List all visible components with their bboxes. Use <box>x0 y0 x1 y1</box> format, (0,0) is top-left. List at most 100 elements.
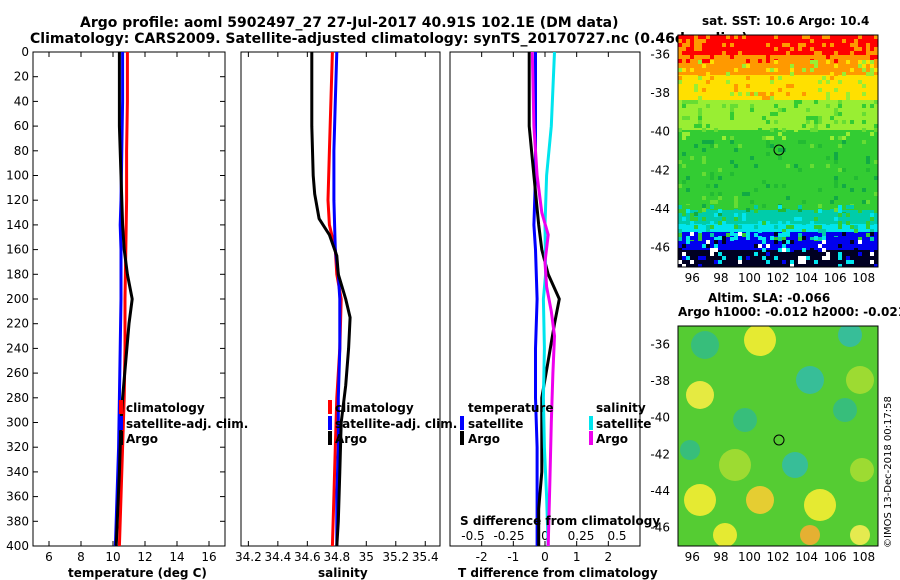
sst-pixel <box>858 237 862 241</box>
legend-label-temp-argo: Argo <box>468 432 500 446</box>
xtick-label: -1 <box>507 550 519 564</box>
sst-pixel <box>774 188 778 192</box>
sst-pixel <box>734 260 738 264</box>
sst-pixel <box>834 72 838 76</box>
sst-pixel <box>850 225 854 229</box>
sst-pixel <box>866 60 870 64</box>
sst-pixel <box>686 213 690 217</box>
legend-swatch-temp-satellite <box>460 416 464 430</box>
sst-pixel <box>734 35 738 39</box>
xtick-label: 10 <box>105 550 120 564</box>
sst-pixel <box>706 72 710 76</box>
sst-pixel <box>698 104 702 108</box>
sst-pixel <box>706 244 710 248</box>
sst-pixel <box>770 64 774 68</box>
legend-label-climatology: climatology <box>126 401 205 415</box>
sst-pixel <box>678 184 682 188</box>
sst-pixel <box>782 208 786 212</box>
sst-pixel <box>678 43 682 47</box>
title-line1: Argo profile: aoml 5902497_27 27-Jul-201… <box>80 15 619 31</box>
sst-pixel <box>870 60 874 64</box>
sst-pixel <box>802 35 806 39</box>
sst-pixel <box>762 92 766 96</box>
xtick-label: 35 <box>359 550 374 564</box>
sst-pixel <box>698 96 702 100</box>
sst-pixel <box>838 221 842 225</box>
sst-pixel <box>746 35 750 39</box>
sst-pixel <box>854 176 858 180</box>
sst-pixel <box>782 264 786 267</box>
sst-pixel <box>746 208 750 212</box>
sst-pixel <box>734 88 738 92</box>
xtick-label: 35.2 <box>382 550 409 564</box>
sst-pixel <box>758 260 762 264</box>
sla-blob <box>713 523 737 546</box>
sst-pixel <box>826 236 830 240</box>
sst-pixel <box>786 92 790 96</box>
sst-pixel <box>794 43 798 47</box>
sst-pixel <box>702 208 706 212</box>
sst-pixel <box>854 248 858 252</box>
sst-pixel <box>706 59 710 63</box>
sst-pixel <box>842 39 846 43</box>
sst-map <box>678 35 878 267</box>
sst-pixel <box>714 240 718 244</box>
sst-pixel <box>702 92 706 96</box>
sst-pixel <box>682 47 686 51</box>
sst-pixel <box>754 92 758 96</box>
sst-pixel <box>774 68 778 72</box>
sst-pixel <box>770 96 774 100</box>
sst-pixel <box>810 237 814 241</box>
sst-pixel <box>838 252 842 256</box>
sst-pixel <box>758 51 762 55</box>
sst-pixel <box>834 112 838 116</box>
sst-pixel <box>746 80 750 84</box>
sst-pixel <box>814 51 818 55</box>
temperature-plot-frame <box>32 51 226 547</box>
sst-pixel <box>678 59 682 63</box>
sst-pixel <box>822 248 826 252</box>
sst-pixel <box>786 229 790 233</box>
sst-pixel <box>702 88 706 92</box>
sst-pixel <box>858 104 862 108</box>
sst-pixel <box>870 92 874 96</box>
sst-pixel <box>702 64 706 68</box>
sst-pixel <box>774 43 778 47</box>
sst-pixel <box>734 209 738 213</box>
sst-pixel <box>694 124 698 128</box>
sst-pixel <box>870 229 874 233</box>
sst-pixel <box>722 256 726 260</box>
sst-pixel <box>822 39 826 43</box>
difference-line-salinity-argo <box>530 52 556 546</box>
sst-pixel <box>690 260 694 264</box>
sst-pixel <box>794 104 798 108</box>
sst-pixel <box>710 176 714 180</box>
sst-pixel <box>850 76 854 80</box>
sst-pixel <box>814 132 818 136</box>
sst-pixel <box>846 205 850 209</box>
sst-pixel <box>818 209 822 213</box>
sst-pixel <box>850 205 854 209</box>
sst-pixel <box>806 108 810 112</box>
sst-pixel <box>798 43 802 47</box>
sst-pixel <box>710 76 714 80</box>
sst-pixel <box>858 60 862 64</box>
sst-pixel <box>870 55 874 59</box>
ytick-label: 100 <box>6 169 29 183</box>
sst-pixel <box>682 232 686 236</box>
sst-pixel <box>822 229 826 233</box>
sst-pixel <box>746 136 750 140</box>
sst-pixel <box>766 96 770 100</box>
sst-pixel <box>754 120 758 124</box>
sst-pixel <box>754 209 758 213</box>
top-tick-label: 0.25 <box>568 529 595 543</box>
legend-label-argo: Argo <box>335 432 367 446</box>
sst-pixel <box>758 244 762 248</box>
sst-pixel <box>682 180 686 184</box>
sst-pixel <box>754 68 758 72</box>
sst-pixel <box>798 205 802 209</box>
sst-pixel <box>818 225 822 229</box>
xtick-label: 8 <box>77 550 85 564</box>
xtick-label: 14 <box>169 550 184 564</box>
sst-pixel <box>862 104 866 108</box>
